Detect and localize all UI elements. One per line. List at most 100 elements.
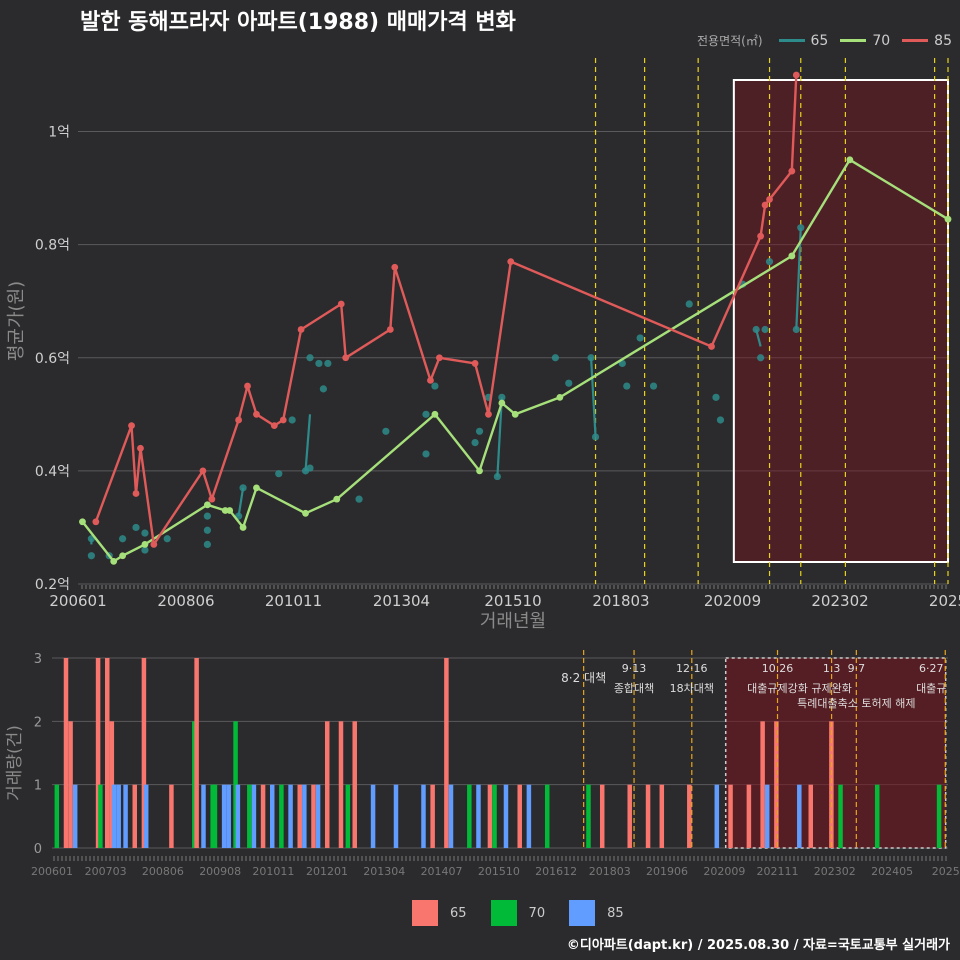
x-tick-label: 201304 (373, 592, 430, 610)
series-65-point (203, 540, 211, 549)
series-85-point (427, 376, 434, 384)
series-70-point (944, 215, 952, 223)
bar-85 (370, 784, 376, 848)
x-tick-label: 201011 (265, 592, 322, 610)
series-65-point (551, 354, 559, 362)
series-65-point (431, 382, 439, 390)
bar-x-tick-label: 202302 (814, 865, 856, 878)
series-65-point (203, 512, 211, 520)
bar-65 (104, 658, 110, 848)
bar-70 (492, 784, 497, 848)
chart-title: 발한 동해프라자 아파트(1988) 매매가격 변화 (80, 10, 516, 35)
bar-x-tick-label: 200703 (85, 865, 127, 878)
series-70-point (511, 410, 519, 418)
bar-65 (517, 784, 522, 848)
highlight-region (732, 79, 949, 563)
series-65-point (797, 224, 805, 232)
series-65-point (87, 552, 95, 560)
series-70-point (119, 552, 127, 560)
series-85-point (150, 541, 158, 548)
series-65-point (792, 325, 800, 334)
bar-y-tick-label: 1 (34, 779, 42, 794)
y-tick-label: 0.6억 (35, 351, 70, 367)
series-65-point (306, 464, 314, 472)
series-70-point (79, 518, 86, 526)
bar-65 (297, 784, 302, 848)
series-65-point (306, 354, 314, 362)
series-70-point (476, 467, 483, 475)
bar-65 (132, 784, 137, 848)
bar-85 (235, 784, 241, 848)
top-legend: 전용면적(㎡) 65 70 85 (697, 32, 952, 49)
series-65-segment (237, 487, 245, 517)
bar-65 (95, 658, 101, 848)
bar-65 (194, 658, 199, 848)
series-85-point (199, 467, 207, 475)
series-85-point (279, 416, 287, 424)
legend-label-85: 85 (934, 32, 952, 49)
series-65-point (382, 427, 390, 435)
bar-65 (63, 658, 69, 848)
bar-85 (315, 784, 321, 848)
bar-x-tick-label: 201510 (478, 865, 520, 878)
series-70-point (846, 156, 854, 164)
x-tick-label: 201510 (484, 592, 541, 610)
policy-event-label: 대출규 (916, 682, 946, 695)
series-70-point (431, 410, 439, 418)
series-70-point (226, 507, 234, 514)
policy-event-date: 12·16 (676, 662, 708, 675)
series-85-point (297, 326, 305, 333)
policy-event-date: 9·13 (622, 662, 647, 675)
bottom-legend: 65 70 85 (412, 900, 634, 926)
legend-swatch-85 (902, 39, 929, 42)
policy-event-label: 규제완화 (811, 682, 851, 695)
series-70-point (141, 541, 149, 548)
series-85-point (132, 490, 140, 497)
bottom-legend-item-70: 70 (490, 900, 545, 926)
x-tick-label: 2025 (929, 592, 960, 610)
bar-x-tick-label: 200908 (199, 865, 241, 878)
volume-bar-chart: 0 1 2 3 200601 200703 200806 200908 201011 201201… (5, 650, 960, 878)
bar-x-tick-label: 201011 (252, 865, 294, 878)
series-65-point (761, 325, 769, 334)
bar-85 (269, 784, 275, 848)
bar-65 (352, 721, 357, 848)
bar-65 (760, 721, 765, 848)
series-65-point (141, 546, 149, 554)
bar-85 (476, 784, 481, 848)
series-70-point (556, 393, 564, 401)
bar-85 (221, 784, 227, 848)
bar-85 (251, 784, 257, 848)
bar-65 (68, 721, 73, 848)
series-65-point (565, 379, 573, 387)
bar-x-tick-label: 200806 (142, 865, 184, 878)
series-85-line (94, 74, 798, 546)
bar-y-tick-label: 0 (34, 842, 42, 857)
series-85-point (435, 354, 443, 362)
bar-65 (774, 721, 779, 848)
series-65-point (324, 359, 332, 368)
series-65-point (649, 382, 658, 390)
bar-65 (659, 784, 665, 848)
bar-70 (936, 784, 942, 848)
series-70-point (253, 484, 260, 492)
x-tick-label: 200601 (49, 592, 106, 610)
series-65-point (716, 416, 725, 424)
bar-65 (829, 721, 834, 848)
bar-85 (393, 784, 399, 848)
series-85-point (391, 263, 399, 271)
legend-item-65: 65 (778, 33, 828, 49)
bar-65 (311, 784, 316, 848)
bottom-legend-swatch-65 (412, 900, 438, 926)
policy-event-label: 특례대출축소 토허제 해제 (797, 696, 915, 710)
series-65-point (315, 359, 323, 368)
series-85-point (137, 444, 144, 452)
series-65-point (355, 495, 363, 503)
bar-x-tick-label: 2025 (932, 865, 960, 878)
bar-85 (111, 784, 117, 848)
policy-event-label: 8·2 대책 (561, 670, 606, 685)
series-65-point (591, 433, 600, 441)
series-65-point (498, 393, 506, 401)
x-tick-label: 201803 (592, 592, 649, 610)
series-65-point (239, 484, 247, 492)
